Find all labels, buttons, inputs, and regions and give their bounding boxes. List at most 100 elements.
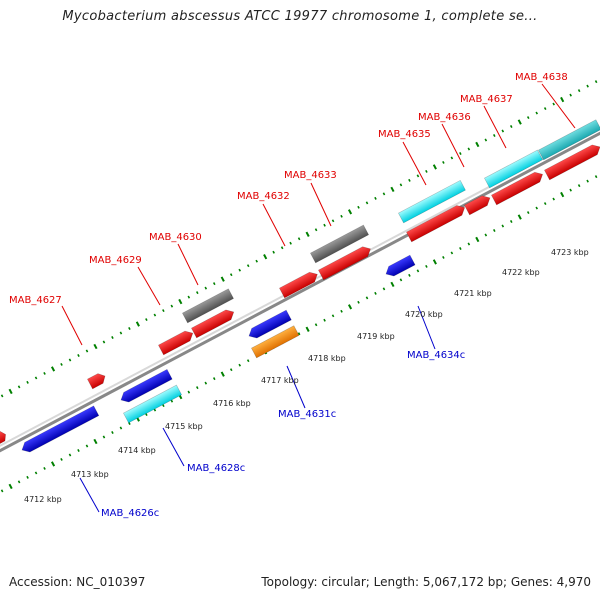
track-tick xyxy=(484,233,488,237)
track-tick xyxy=(425,264,428,268)
track-tick xyxy=(586,179,589,183)
gene-label-mab4627[interactable]: MAB_4627 xyxy=(9,295,62,306)
gene-blue[interactable] xyxy=(246,309,292,341)
track-tick xyxy=(212,282,216,286)
track-tick xyxy=(8,483,13,490)
track-tick xyxy=(552,197,555,201)
gene-mab4626c[interactable] xyxy=(19,405,100,455)
gene-red-small[interactable] xyxy=(87,371,107,390)
track-tick xyxy=(162,404,165,408)
track-tick xyxy=(77,448,80,452)
gene-mab4631c[interactable] xyxy=(251,325,300,359)
track-tick xyxy=(331,314,335,318)
gene-label-mab4628c[interactable]: MAB_4628c xyxy=(187,463,245,474)
track-tick xyxy=(196,386,199,390)
kbp-tick-label: 4716 kbp xyxy=(213,399,251,408)
rna-teal[interactable] xyxy=(538,119,600,161)
gene-label-mab4636[interactable]: MAB_4636 xyxy=(418,112,471,123)
track-tick xyxy=(517,214,522,220)
gene-label-mab4637[interactable]: MAB_4637 xyxy=(460,94,513,105)
track-tick xyxy=(594,80,598,84)
rna-cyan-1[interactable] xyxy=(123,384,183,424)
track-tick xyxy=(432,259,437,265)
track-tick xyxy=(543,107,547,111)
track-tick xyxy=(305,231,310,237)
track-tick xyxy=(255,259,258,263)
kbp-tick-label: 4723 kbp xyxy=(551,248,589,257)
gene-label-mab4629[interactable]: MAB_4629 xyxy=(89,255,142,266)
gene-mab4638[interactable] xyxy=(544,142,600,181)
kbp-tick-label: 4718 kbp xyxy=(308,354,346,363)
track-tick xyxy=(145,413,148,417)
track-tick xyxy=(594,175,598,179)
feature-grey-1[interactable] xyxy=(182,288,234,324)
track-tick xyxy=(399,183,403,187)
track-tick xyxy=(475,141,480,148)
track-tick xyxy=(187,295,191,299)
track-tick xyxy=(365,201,369,205)
gene-mab4633[interactable] xyxy=(318,244,373,281)
track-tick xyxy=(43,371,46,375)
track-tick xyxy=(153,408,157,412)
gene-mab4637[interactable] xyxy=(491,169,545,206)
track-tick xyxy=(509,220,513,224)
gene-label-mab4626c[interactable]: MAB_4626c xyxy=(101,508,159,519)
track-tick xyxy=(93,438,98,445)
track-tick xyxy=(340,309,343,313)
track-tick xyxy=(517,119,522,125)
gene-mab4632[interactable] xyxy=(279,269,320,299)
track-tick xyxy=(297,237,301,241)
track-tick xyxy=(535,206,539,210)
rna-cyan-2[interactable] xyxy=(398,179,466,224)
track-tick xyxy=(43,466,46,470)
gene-label-mab4635[interactable]: MAB_4635 xyxy=(378,129,431,140)
track-tick xyxy=(560,96,565,103)
track-tick xyxy=(111,336,114,339)
gene-label-mab4630[interactable]: MAB_4630 xyxy=(149,232,202,243)
gene-red-edge[interactable] xyxy=(0,430,8,446)
track-tick xyxy=(450,251,454,255)
gene-mab4630[interactable] xyxy=(191,307,236,339)
track-tick xyxy=(357,300,360,304)
gene-blue[interactable] xyxy=(118,369,173,404)
track-tick xyxy=(229,273,233,277)
gene-label-mab4634c[interactable]: MAB_4634c xyxy=(407,350,465,361)
track-tick xyxy=(204,286,208,290)
feature-grey-2[interactable] xyxy=(310,224,370,264)
track-tick xyxy=(128,422,131,426)
track-tick xyxy=(390,281,395,288)
gene-mab4634c[interactable] xyxy=(383,254,416,279)
track-tick xyxy=(450,156,454,160)
track-tick xyxy=(374,196,377,200)
track-tick xyxy=(119,426,123,430)
gene-label-mab4638[interactable]: MAB_4638 xyxy=(515,72,568,83)
track-tick xyxy=(305,326,310,332)
track-tick xyxy=(272,250,275,254)
gene-red[interactable] xyxy=(158,328,195,356)
gene-label-mab4633[interactable]: MAB_4633 xyxy=(284,170,337,181)
track-tick xyxy=(119,331,123,335)
rna-cyan-3[interactable] xyxy=(484,149,544,189)
kbp-tick-label: 4719 kbp xyxy=(357,332,395,341)
track-tick xyxy=(170,399,174,403)
track-tick xyxy=(416,174,420,178)
gene-mab4636[interactable] xyxy=(464,193,492,216)
gene-mab4635[interactable] xyxy=(406,203,467,243)
leader-line xyxy=(177,243,199,286)
gene-features[interactable] xyxy=(0,119,600,455)
track-tick xyxy=(314,323,318,327)
kbp-tick-label: 4717 kbp xyxy=(261,376,299,385)
gene-label-mab4631c[interactable]: MAB_4631c xyxy=(278,409,336,420)
track-tick xyxy=(0,489,4,493)
track-tick xyxy=(526,211,530,215)
track-tick xyxy=(128,327,131,331)
track-tick xyxy=(263,254,268,260)
track-tick xyxy=(102,435,106,439)
track-tick xyxy=(399,278,403,282)
gene-label-mab4632[interactable]: MAB_4632 xyxy=(237,191,290,202)
track-tick xyxy=(425,169,428,173)
leader-line xyxy=(310,182,332,227)
genome-summary-text: Topology: circular; Length: 5,067,172 bp… xyxy=(261,575,591,589)
track-tick xyxy=(442,160,445,164)
